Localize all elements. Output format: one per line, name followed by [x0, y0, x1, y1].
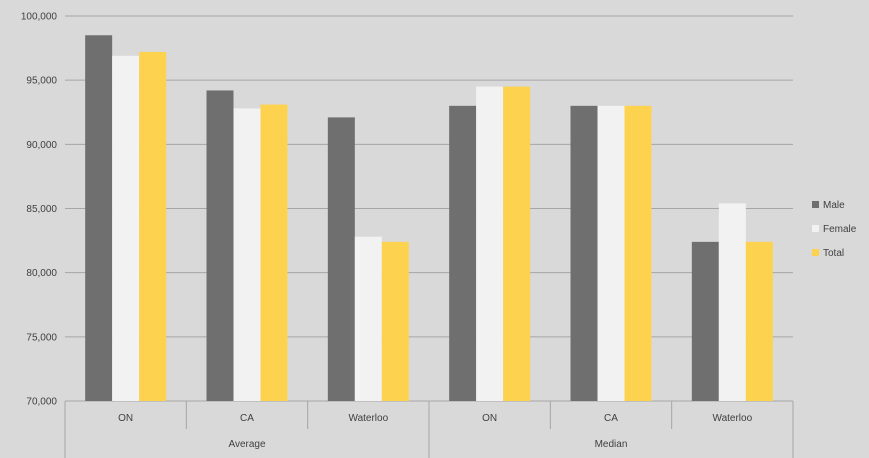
bar-female [718, 203, 746, 401]
bar-total [745, 241, 773, 401]
gridlines [65, 15, 793, 402]
bar-total [624, 105, 652, 401]
x-tick-label: CA [240, 413, 254, 424]
x-tick-label: Waterloo [713, 413, 753, 424]
legend-label: Male [823, 200, 845, 211]
bar-total [139, 51, 167, 401]
y-tick-label: 90,000 [26, 140, 57, 151]
x-tick-label: ON [118, 413, 133, 424]
legend: Male Female Total [812, 200, 857, 259]
x-tick-label: Waterloo [349, 413, 389, 424]
legend-swatch-female [812, 225, 819, 232]
bar-female [112, 55, 140, 402]
bar-female [354, 236, 382, 401]
bar-total [381, 241, 409, 401]
legend-swatch-total [812, 249, 819, 256]
legend-swatch-male [812, 201, 819, 208]
bar-male [449, 105, 477, 401]
y-tick-label: 95,000 [26, 76, 57, 87]
group-label: Average [228, 439, 266, 450]
bar-female [233, 108, 261, 402]
y-tick-label: 80,000 [26, 268, 57, 279]
y-tick-label: 75,000 [26, 332, 57, 343]
y-tick-label: 100,000 [21, 12, 58, 23]
bar-female [597, 105, 625, 401]
legend-label: Female [823, 224, 857, 235]
bar-total [503, 86, 531, 401]
bar-male [206, 90, 234, 401]
bar-male [327, 117, 355, 401]
y-tick-label: 70,000 [26, 397, 57, 408]
y-tick-label: 85,000 [26, 204, 57, 215]
x-tick-label: CA [604, 413, 618, 424]
legend-label: Total [823, 248, 844, 259]
bar-male [85, 35, 113, 401]
bar-male [570, 105, 598, 401]
x-tick-label: ON [482, 413, 497, 424]
bar-total [260, 104, 288, 402]
bar-male [691, 241, 719, 401]
bar-female [476, 86, 504, 401]
bars [85, 35, 773, 402]
axes: 70,000 75,000 80,000 85,000 90,000 95,000 100,… [21, 12, 794, 458]
group-label: Median [595, 439, 628, 450]
